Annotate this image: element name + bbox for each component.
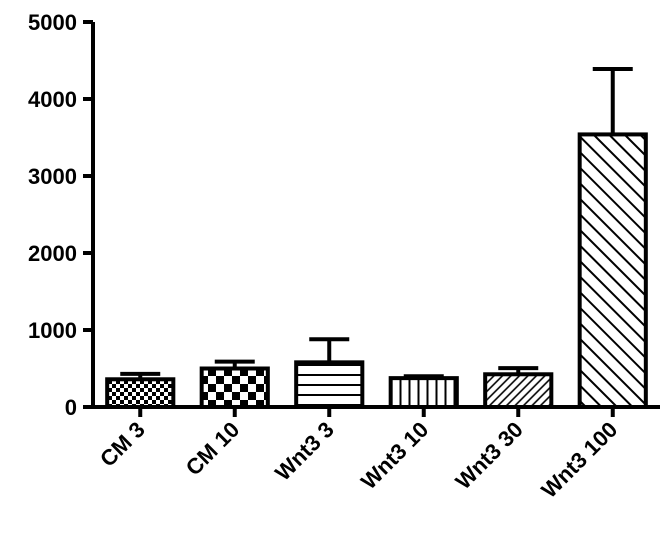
x-tick-label: Wnt3 100 xyxy=(536,417,622,503)
bar xyxy=(296,362,362,407)
x-tick-label: Wnt3 10 xyxy=(356,417,433,494)
bar xyxy=(580,134,646,407)
y-tick-label: 5000 xyxy=(28,10,77,35)
y-tick-label: 3000 xyxy=(28,164,77,189)
bars xyxy=(107,69,646,407)
y-tick-label: 2000 xyxy=(28,241,77,266)
x-tick-label: Wnt3 30 xyxy=(450,417,527,494)
bar xyxy=(107,379,173,407)
x-tick-label: CM 10 xyxy=(181,417,244,480)
bar xyxy=(391,378,457,407)
y-tick-label: 4000 xyxy=(28,87,77,112)
x-tick-label: Wnt3 3 xyxy=(270,417,339,486)
x-axis: CM 3 CM 10 Wnt3 3 Wnt3 10 Wnt3 30 Wnt3 100 xyxy=(91,407,660,503)
y-axis: 0 1000 2000 3000 4000 5000 xyxy=(28,10,93,420)
bar xyxy=(485,374,551,407)
y-tick-label: 0 xyxy=(65,395,77,420)
y-tick-label: 1000 xyxy=(28,318,77,343)
bar xyxy=(202,369,268,408)
x-tick-label: CM 3 xyxy=(95,417,150,472)
